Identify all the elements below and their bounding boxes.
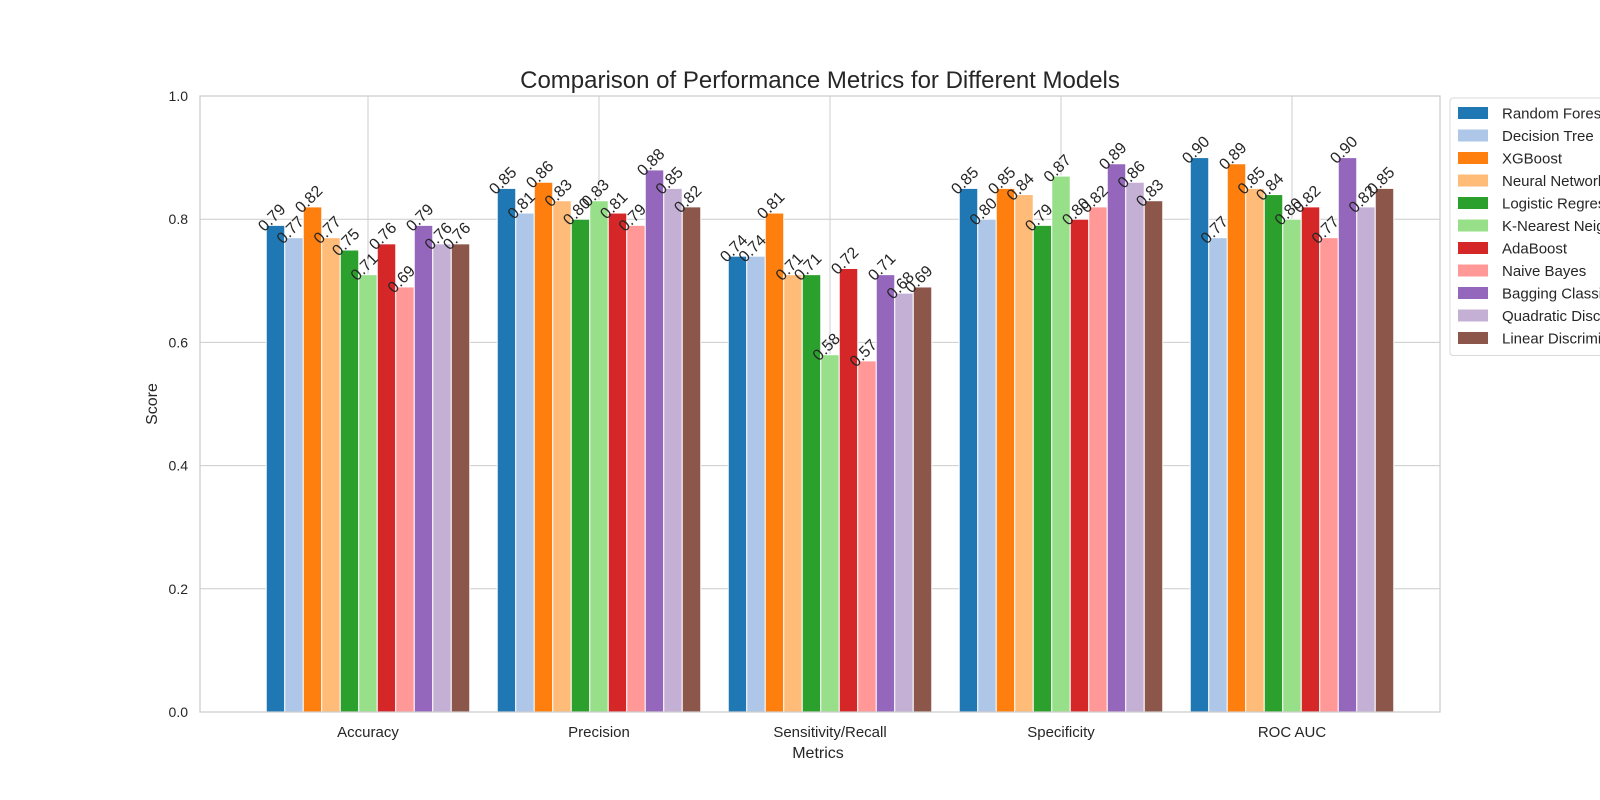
bar: [302, 206, 323, 713]
x-axis-label: Metrics: [792, 745, 844, 762]
bar: [875, 274, 896, 713]
bar: [607, 212, 628, 713]
y-tick-label: 0.0: [169, 704, 189, 720]
bar: [1088, 206, 1108, 713]
legend-entry: K-Nearest Neighbors: [1502, 218, 1600, 235]
legend-entry: Logistic Regression: [1502, 196, 1600, 213]
bars: [265, 157, 1395, 713]
bar: [801, 274, 822, 713]
bar: [533, 181, 554, 713]
legend-entry: XGBoost: [1502, 151, 1563, 168]
bar: [1069, 218, 1090, 713]
legend-entry: Naive Bayes: [1502, 263, 1586, 280]
bar: [958, 187, 979, 713]
y-tick-label: 0.4: [169, 458, 189, 474]
y-tick-label: 0.2: [169, 581, 189, 597]
bar: [857, 360, 877, 713]
x-tick-label: Sensitivity/Recall: [773, 724, 886, 741]
bar: [1282, 218, 1302, 713]
bar: [894, 292, 914, 713]
legend-entry: Linear Discriminant Analysis: [1502, 331, 1600, 348]
bar: [644, 169, 665, 713]
bar: [432, 243, 452, 713]
bar: [626, 224, 646, 713]
y-tick-label: 1.0: [169, 88, 189, 104]
y-tick-label: 0.6: [169, 334, 189, 350]
bar: [450, 243, 471, 713]
bar: [1300, 206, 1321, 713]
bar: [1245, 187, 1265, 713]
bar: [977, 218, 997, 713]
bar: [995, 187, 1016, 713]
bar: [496, 187, 517, 713]
legend: Random Forest Decision Tree XGBoost Neural …: [1449, 97, 1600, 356]
legend-swatch: [1458, 242, 1488, 254]
y-tick-labels: 0.0 0.2 0.4 0.6 0.8 1.0: [169, 88, 189, 720]
legend-entry: Quadratic Discriminant Analysis: [1502, 308, 1600, 325]
bar: [1014, 194, 1034, 713]
bar: [1263, 194, 1284, 713]
bar: [1337, 157, 1358, 713]
bar: [1208, 237, 1228, 713]
bar: [663, 187, 683, 713]
legend-swatch: [1458, 197, 1488, 209]
bar: [1032, 224, 1053, 713]
x-tick-label: Accuracy: [337, 724, 399, 741]
bar: [820, 354, 840, 713]
bar: [727, 255, 748, 713]
legend-entry: Bagging Classifier: [1502, 286, 1600, 303]
x-tick-label: Specificity: [1027, 724, 1095, 741]
legend-entry: Random Forest: [1502, 106, 1600, 123]
legend-swatch: [1458, 287, 1488, 299]
bar: [413, 224, 434, 713]
bar: [589, 200, 609, 713]
legend-swatch: [1458, 264, 1488, 277]
bar: [783, 274, 803, 713]
bar: [321, 237, 341, 713]
bar: [912, 286, 933, 713]
legend-swatch: [1458, 309, 1488, 322]
legend-swatch: [1458, 174, 1488, 187]
bar: [1143, 200, 1164, 713]
bar: [1226, 163, 1247, 713]
legend-swatch: [1458, 332, 1488, 344]
bar: [395, 286, 415, 713]
bar: [746, 255, 766, 713]
chart-title: Comparison of Performance Metrics for Di…: [520, 67, 1120, 94]
x-tick-label: ROC AUC: [1258, 724, 1327, 741]
legend-swatch: [1458, 107, 1488, 119]
bar: [681, 206, 702, 713]
x-tick-label: Precision: [568, 724, 630, 741]
y-axis-label: Score: [144, 383, 161, 425]
bar: [376, 243, 397, 713]
bar: [1356, 206, 1376, 713]
bar: [1125, 181, 1145, 713]
legend-swatch: [1458, 152, 1488, 164]
bar: [358, 274, 378, 713]
x-tick-labels: Accuracy Precision Sensitivity/Recall Speci…: [337, 724, 1326, 741]
legend-entry: Neural Network: [1502, 173, 1600, 190]
bar: [284, 237, 304, 713]
bar: [1374, 187, 1395, 713]
bar: [838, 267, 859, 713]
bar: [1051, 175, 1071, 713]
legend-entry: AdaBoost: [1502, 241, 1568, 258]
bar: [552, 200, 572, 713]
bar: [570, 218, 591, 713]
plot-frame: [199, 95, 1441, 713]
y-tick-label: 0.8: [169, 211, 189, 227]
bar: [339, 249, 360, 713]
bar: [1319, 237, 1339, 713]
legend-entry: Decision Tree: [1502, 128, 1594, 145]
legend-swatch: [1458, 219, 1488, 232]
bar: [764, 212, 785, 713]
bar: [515, 212, 535, 713]
bar: [265, 224, 286, 713]
legend-swatch: [1458, 129, 1488, 142]
bar: [1106, 163, 1127, 713]
